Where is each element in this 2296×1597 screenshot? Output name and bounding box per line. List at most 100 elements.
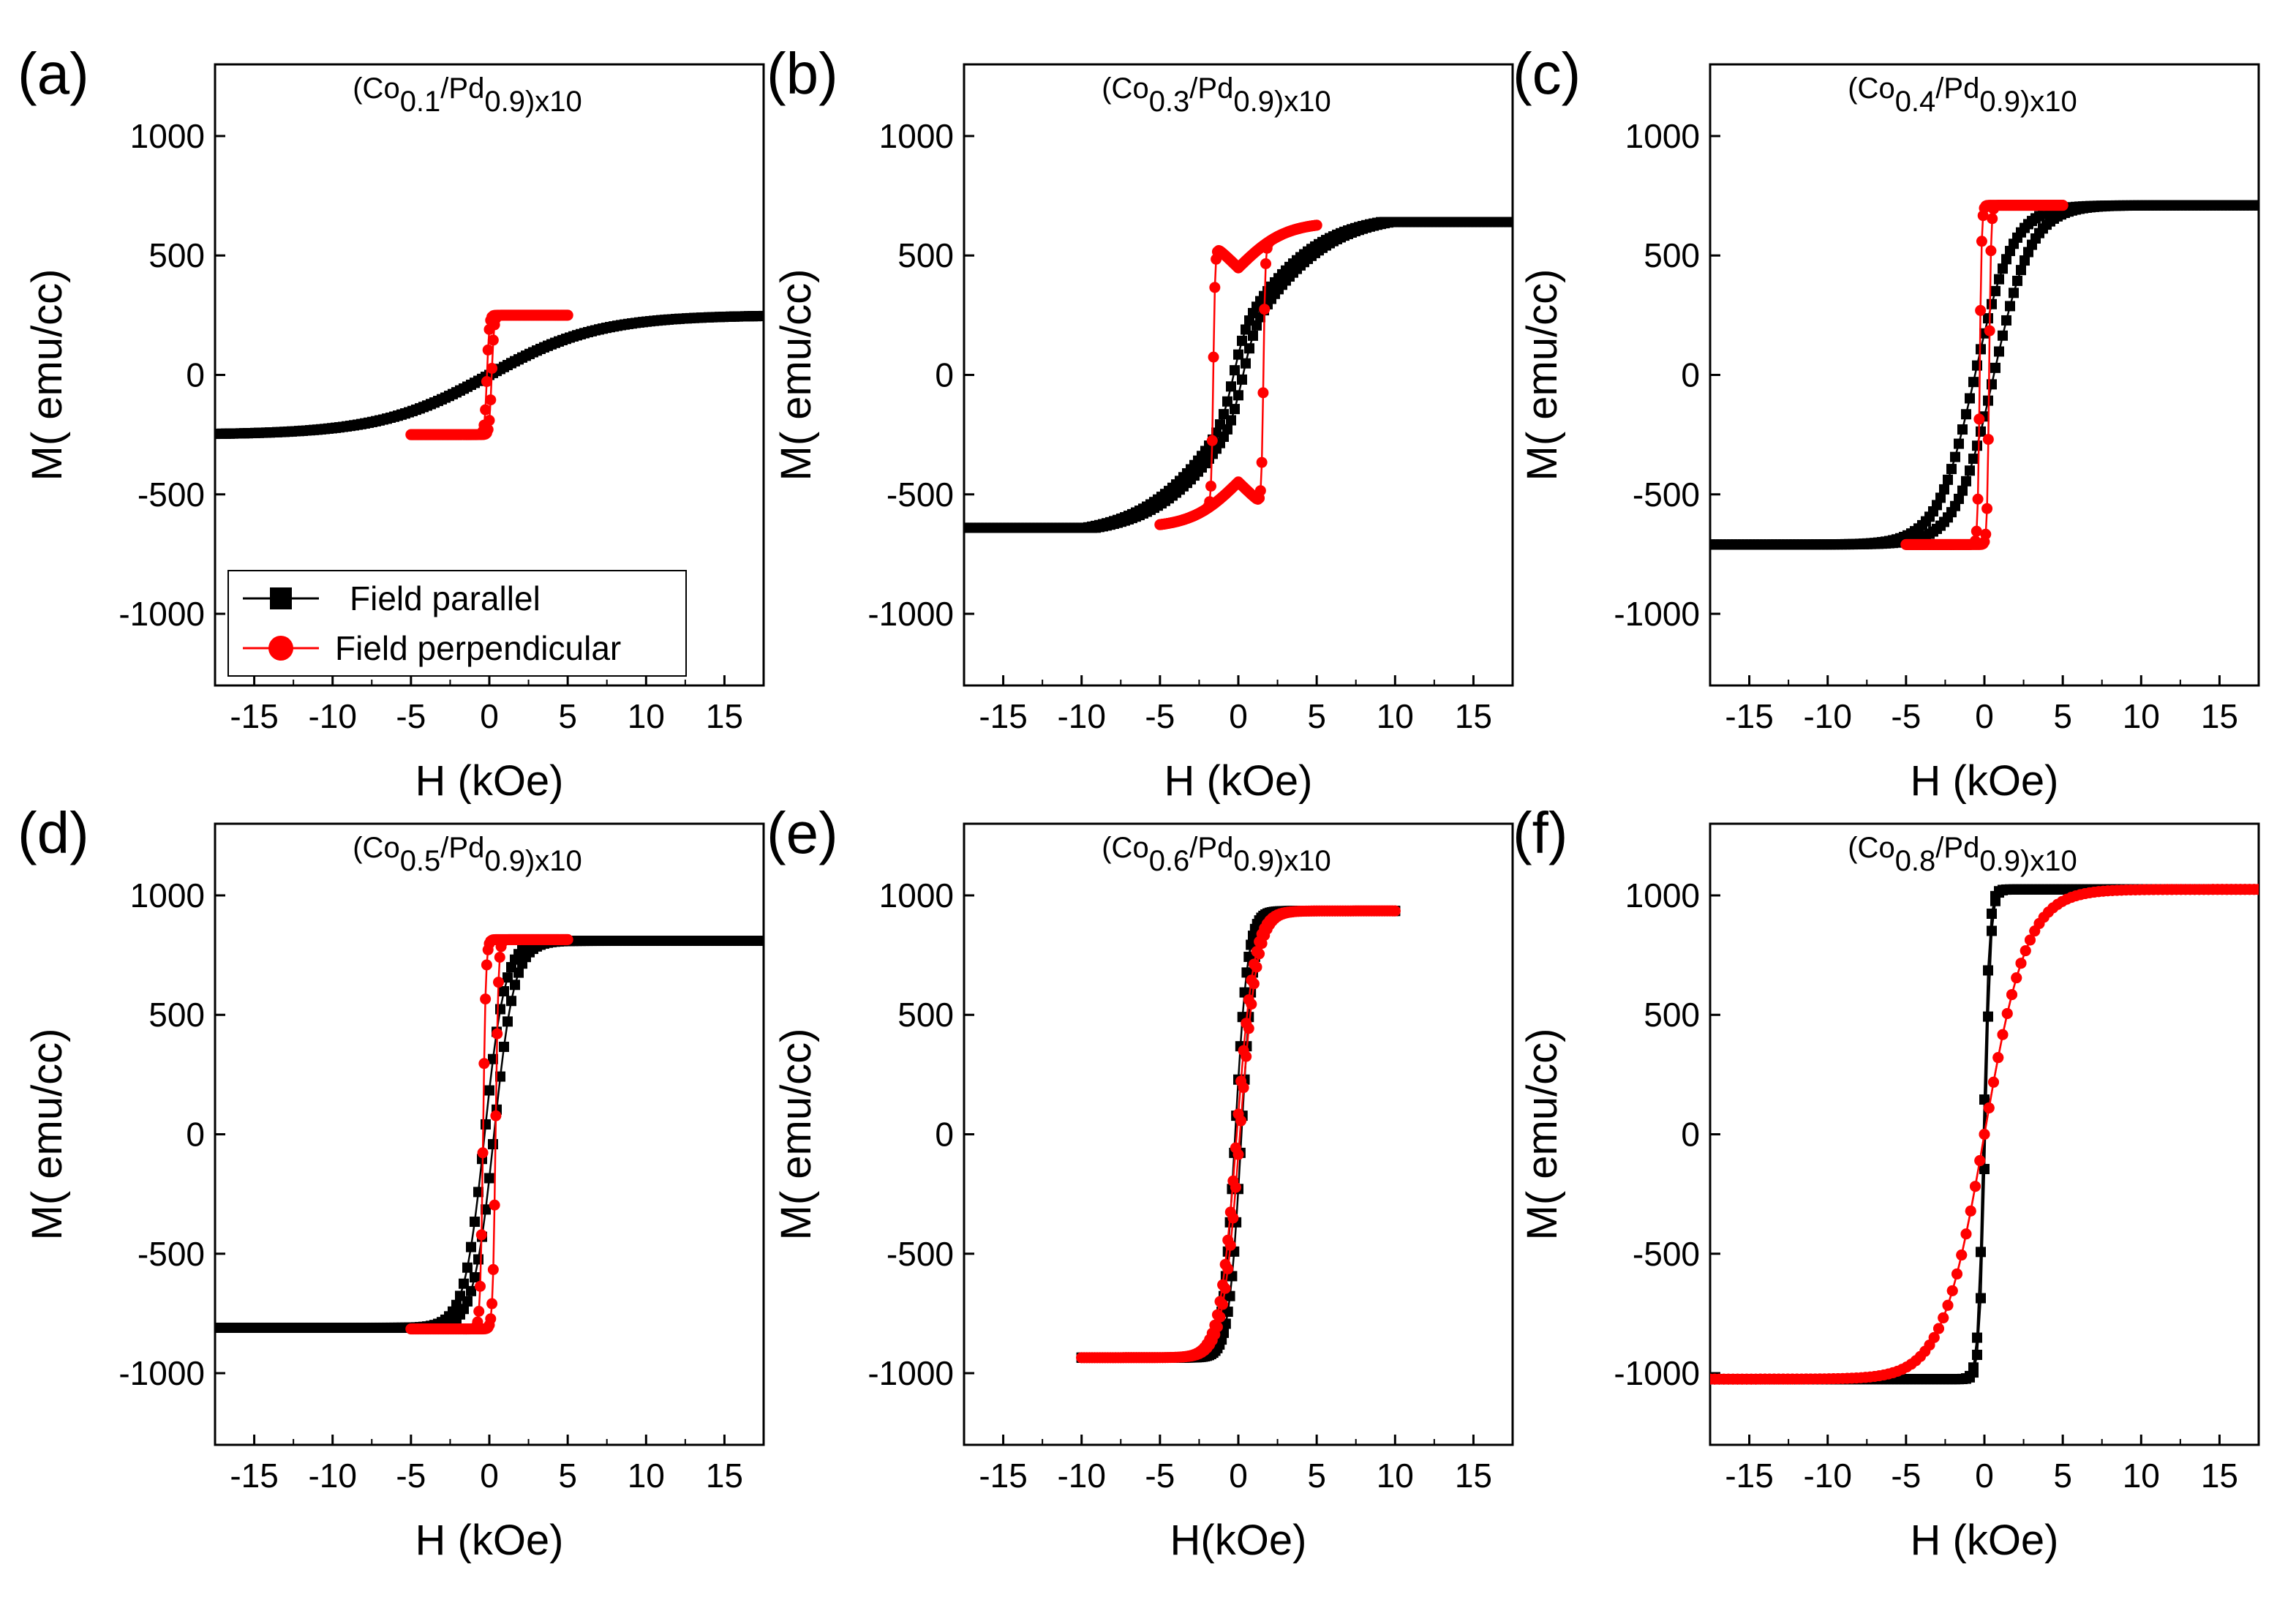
y-tick-label: 0 — [1681, 1116, 1700, 1154]
data-point-circle — [1260, 258, 1271, 269]
x-tick-label: -5 — [396, 1457, 426, 1495]
x-axis-label: H(kOe) — [1170, 1517, 1307, 1564]
data-point-square — [1976, 1247, 1986, 1258]
data-point-square — [1943, 474, 1953, 485]
y-tick-label: -500 — [887, 1235, 954, 1273]
x-axis-label: H (kOe) — [415, 757, 564, 805]
data-point-square — [1987, 298, 1997, 309]
x-tick-label: 15 — [1455, 1457, 1492, 1495]
data-point-circle — [1209, 282, 1221, 293]
data-point-square — [473, 1187, 483, 1198]
data-point-circle — [1956, 1250, 1968, 1261]
legend: Field parallel Field perpendicular — [227, 570, 687, 677]
data-point-square — [1976, 1293, 1986, 1304]
data-point-circle — [1238, 1045, 1249, 1056]
data-point-square — [2005, 301, 2015, 312]
title-part: /Pd — [1935, 72, 1979, 105]
data-point-square — [1961, 409, 1971, 420]
data-point-circle — [492, 1028, 503, 1040]
data-point-circle — [1219, 1258, 1231, 1270]
title-sub-pd: 0.9 — [484, 86, 525, 118]
data-point-square — [455, 1290, 465, 1301]
title-part: )x10 — [525, 86, 582, 118]
series-field-perpendicular — [405, 309, 573, 440]
data-point-circle — [1241, 1018, 1252, 1029]
data-point-circle — [1246, 974, 1257, 986]
data-point-circle — [1243, 994, 1254, 1006]
data-point-square — [462, 1262, 473, 1273]
legend-label-perpendicular: Field perpendicular — [335, 629, 621, 667]
y-tick-label: 1000 — [879, 876, 954, 914]
data-point-circle — [1900, 538, 1912, 550]
data-point-square — [1244, 315, 1254, 326]
x-axis-label: H (kOe) — [415, 1517, 564, 1564]
data-point-square — [481, 1119, 491, 1130]
title-sub-pd: 0.9 — [484, 845, 525, 877]
data-point-circle — [480, 404, 492, 416]
data-point-square — [1976, 426, 1986, 437]
data-point-square — [1957, 424, 1968, 435]
data-point-circle — [2015, 958, 2027, 969]
data-point-square — [2005, 246, 2015, 257]
data-point-square — [1237, 335, 1247, 346]
data-point-square — [1968, 454, 1979, 465]
y-axis-label: M( emu/cc) — [772, 1029, 820, 1241]
y-tick-label: 0 — [186, 1116, 205, 1154]
data-point-circle — [1971, 525, 1982, 537]
data-point-circle — [1248, 958, 1260, 970]
data-point-square — [470, 1217, 480, 1228]
chart-title: (Co0.1/Pd0.9)x10 — [353, 72, 582, 118]
chart-panel: (c) -15 -10 -5 0 5 10 15 -1000 -500 0 500 1000 H (kOe… — [1513, 41, 2260, 805]
data-point-circle — [481, 376, 492, 388]
data-point-circle — [475, 1280, 486, 1292]
y-axis-label: M( emu/cc) — [1518, 1029, 1566, 1241]
data-point-square — [1994, 346, 2004, 357]
data-point-circle — [493, 977, 504, 988]
data-point-circle — [1976, 236, 1987, 247]
x-axis-label: H (kOe) — [1164, 757, 1313, 805]
y-tick-label: 500 — [897, 996, 954, 1034]
title-sub-pd: 0.9 — [1979, 86, 2020, 118]
y-tick-label: 500 — [148, 236, 205, 274]
data-point-circle — [2029, 925, 2041, 937]
chart-panel: (f) -15 -10 -5 0 5 10 15 -1000 -500 0 500 1000 H (kOe… — [1513, 800, 2260, 1564]
data-point-square — [495, 1071, 505, 1082]
data-point-circle — [1222, 1234, 1234, 1246]
data-point-circle — [473, 1306, 485, 1318]
series-field-perpendicular — [1900, 200, 2069, 550]
data-point-circle — [1960, 1228, 1972, 1240]
data-point-circle — [2001, 1007, 2013, 1019]
title-part: (Co — [353, 832, 399, 864]
x-tick-label: -15 — [1725, 1457, 1773, 1495]
data-point-circle — [1710, 1373, 1716, 1385]
x-tick-label: 15 — [1455, 697, 1492, 735]
data-point-circle — [1254, 485, 1266, 497]
series-field-perpendicular — [1076, 905, 1401, 1364]
data-point-circle — [1933, 1323, 1944, 1334]
title-part: /Pd — [1189, 72, 1233, 105]
y-tick-label: -500 — [1633, 1235, 1700, 1273]
data-point-square — [1990, 285, 2000, 296]
x-tick-label: -10 — [1057, 1457, 1105, 1495]
x-tick-label: -5 — [1891, 1457, 1921, 1495]
y-tick-label: 500 — [148, 996, 205, 1034]
chart-panel: (a) -15 -10 -5 0 5 10 15 -1000 -500 0 500 1000 H (kOe… — [18, 41, 765, 805]
chart-title: (Co0.8/Pd0.9)x10 — [1848, 832, 2077, 877]
data-point-square — [2001, 254, 2011, 265]
x-tick-label: 10 — [2123, 697, 2160, 735]
data-point-square — [1987, 909, 1997, 920]
data-point-circle — [1942, 1299, 1954, 1311]
y-tick-label: 1000 — [879, 117, 954, 155]
panel-label: (d) — [18, 800, 89, 865]
data-point-circle — [1251, 946, 1262, 958]
data-point-square — [484, 1085, 494, 1096]
data-point-square — [1219, 409, 1229, 420]
x-tick-label: -5 — [396, 697, 426, 735]
data-point-circle — [2025, 934, 2036, 946]
x-tick-label: -5 — [1145, 697, 1175, 735]
data-point-square — [1990, 362, 2000, 373]
data-point-circle — [1984, 325, 1995, 337]
data-point-square — [2012, 275, 2022, 286]
data-point-square — [1710, 539, 1715, 550]
